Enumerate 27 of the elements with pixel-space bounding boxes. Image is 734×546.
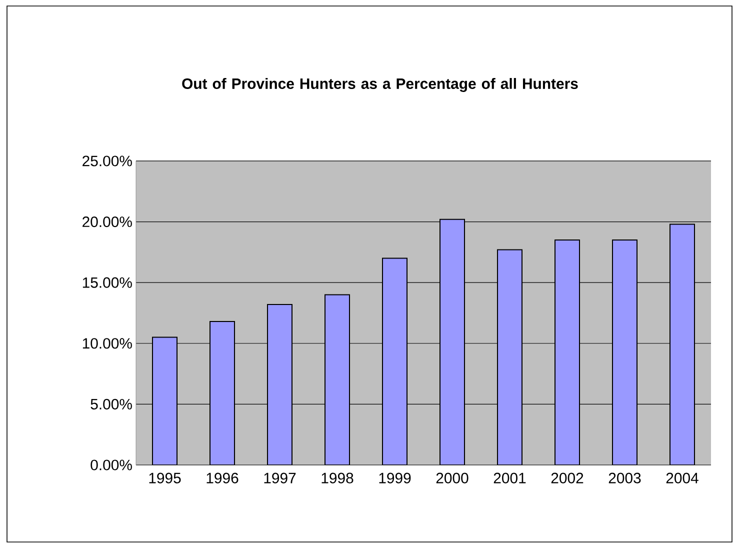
bar <box>324 294 350 465</box>
x-tick-label: 1999 <box>379 472 411 484</box>
y-tick-label: 10.00% <box>82 338 132 349</box>
bar <box>670 224 695 465</box>
bar <box>612 240 638 465</box>
x-tick-label: 1997 <box>264 472 296 484</box>
bar <box>497 249 523 465</box>
x-tick-label: 1998 <box>322 472 354 484</box>
x-tick-label: 2004 <box>666 472 698 484</box>
x-tick-label: 2001 <box>494 472 526 484</box>
bar <box>440 218 466 465</box>
bar <box>554 240 580 465</box>
chart-title: Out of Province Hunters as a Percentage of all Hunters <box>182 78 578 92</box>
x-tick-label: 1996 <box>206 472 238 484</box>
y-tick-label: 0.00% <box>90 460 132 470</box>
y-tick-label: 20.00% <box>82 216 132 228</box>
bar <box>152 336 178 465</box>
bar <box>382 258 408 465</box>
x-tick-label: 2003 <box>608 472 641 484</box>
y-tick-label: 5.00% <box>90 398 132 410</box>
bar <box>210 320 236 465</box>
x-tick-label: 2002 <box>551 472 584 484</box>
x-tick-label: 2000 <box>436 472 468 484</box>
y-tick-label: 25.00% <box>82 156 132 166</box>
bar <box>267 304 293 465</box>
y-tick-label: 15.00% <box>82 277 132 288</box>
x-tick-label: 1995 <box>149 472 181 484</box>
